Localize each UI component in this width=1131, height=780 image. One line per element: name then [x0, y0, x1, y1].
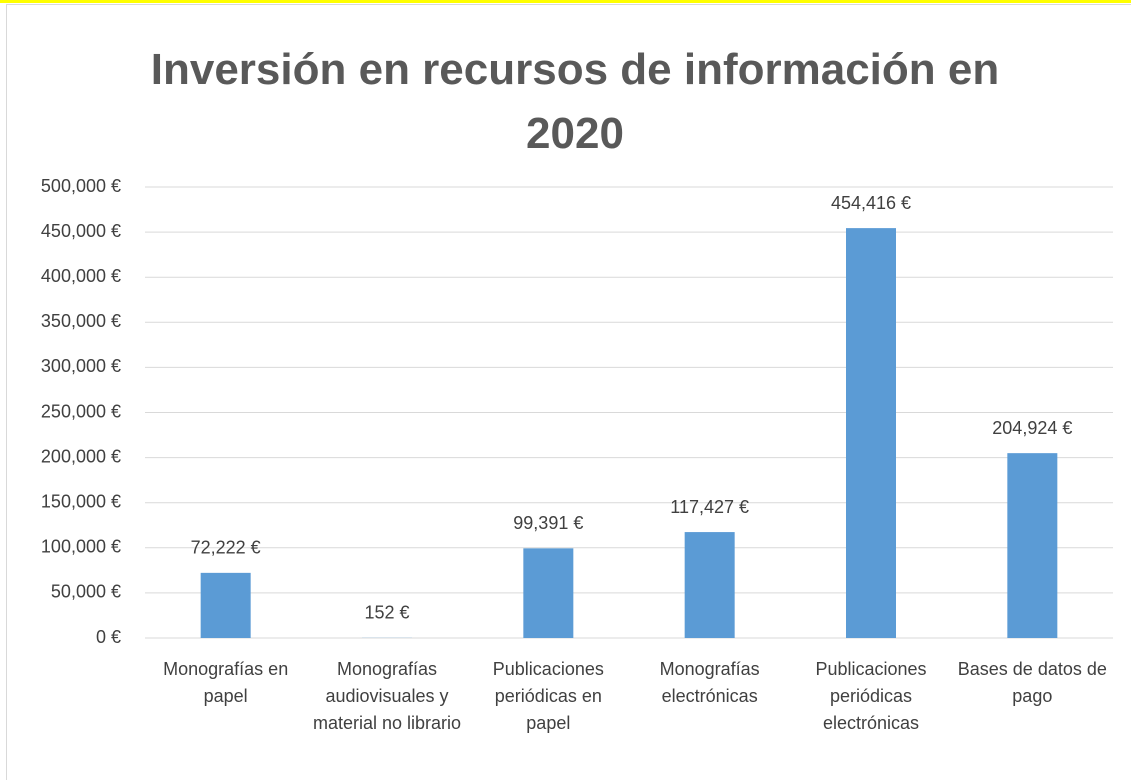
x-tick-label: Publicaciones periódicas en papel	[492, 659, 604, 733]
top-border	[0, 0, 1131, 3]
y-tick-label: 400,000 €	[41, 266, 121, 286]
y-tick-label: 350,000 €	[41, 311, 121, 331]
x-tick-label: Monografías electrónicas	[659, 659, 760, 706]
data-label: 117,427 €	[670, 497, 749, 517]
data-label: 152 €	[364, 603, 409, 623]
y-tick-label: 100,000 €	[41, 537, 121, 557]
x-tick-label: Monografías audiovisuales y material no …	[312, 659, 462, 733]
bar	[846, 228, 896, 639]
y-tick-label: 150,000 €	[41, 491, 121, 511]
data-label: 454,416 €	[831, 193, 911, 213]
x-tick-label: Bases de datos de pago	[957, 659, 1107, 706]
chart-frame	[6, 4, 1131, 780]
y-tick-label: 0 €	[96, 627, 121, 647]
data-label: 99,391 €	[513, 513, 583, 533]
y-tick-label: 500,000 €	[41, 176, 121, 196]
y-tick-label: 200,000 €	[41, 446, 121, 466]
chart-title: Inversión en recursos de información en …	[150, 45, 1000, 158]
bar	[200, 572, 251, 638]
x-tick-label: Monografías en papel	[163, 659, 289, 706]
y-tick-label: 300,000 €	[41, 356, 121, 376]
bar	[523, 548, 574, 638]
data-label: 204,924 €	[992, 418, 1072, 438]
y-tick-label: 250,000 €	[41, 401, 121, 421]
y-tick-label: 450,000 €	[41, 221, 121, 241]
data-label: 72,222 €	[191, 538, 261, 558]
bar	[1007, 453, 1058, 638]
bar	[684, 532, 735, 638]
x-tick-label: Publicaciones periódicas electrónicas	[815, 659, 927, 733]
y-tick-label: 50,000 €	[51, 582, 121, 602]
